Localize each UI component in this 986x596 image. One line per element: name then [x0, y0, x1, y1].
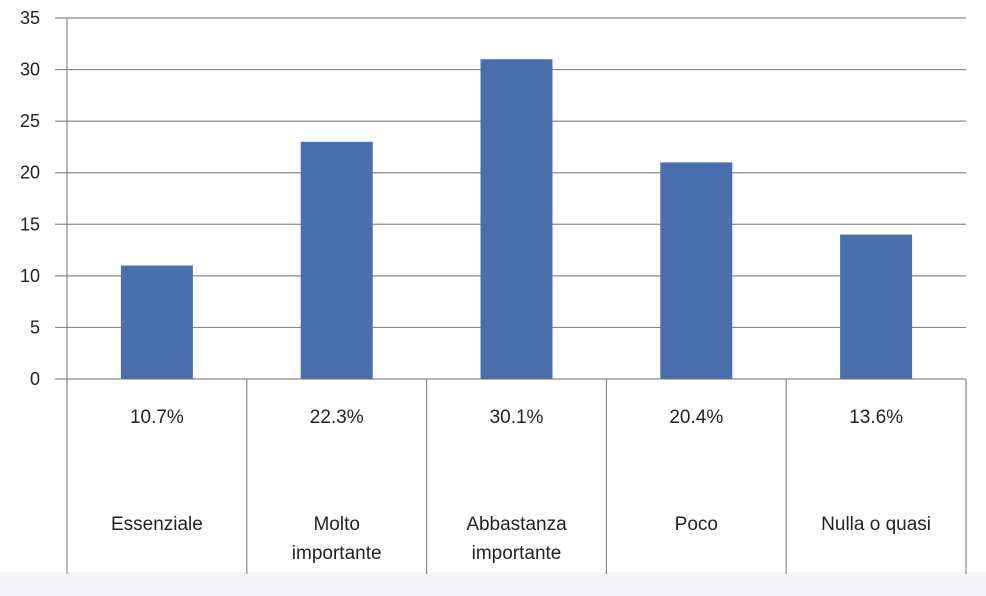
y-tick-label: 25 [20, 111, 40, 131]
y-tick-label: 35 [20, 8, 40, 28]
percent-label: 30.1% [490, 407, 544, 428]
bottom-strip [0, 572, 986, 596]
category-label: Nulla o quasi [821, 514, 931, 535]
percent-label: 13.6% [849, 407, 903, 428]
bar [660, 162, 733, 379]
category-label: importante [292, 543, 382, 564]
category-label: Abbastanza [466, 514, 567, 535]
category-label: Essenziale [111, 514, 203, 535]
category-label: Molto [313, 514, 359, 535]
y-tick-label: 15 [20, 214, 40, 234]
y-tick-label: 30 [20, 60, 40, 80]
y-axis-ticks: 0 5 10 15 20 25 30 35 [20, 8, 40, 389]
y-tick-label: 10 [20, 266, 40, 286]
bar [120, 265, 193, 379]
percent-label: 20.4% [669, 407, 723, 428]
y-tick-label: 20 [20, 163, 40, 183]
category-label: importante [472, 543, 562, 564]
percent-label: 22.3% [310, 407, 364, 428]
percent-label: 10.7% [130, 407, 184, 428]
bars [120, 59, 913, 379]
category-table: 10.7% Essenziale 22.3% Molto importante 30.1%… [111, 379, 967, 574]
bar [300, 141, 373, 379]
category-label: Poco [675, 514, 718, 535]
y-tick-label: 5 [30, 317, 40, 337]
bar [840, 234, 913, 379]
y-tick-label: 0 [30, 369, 40, 389]
bar [480, 59, 553, 379]
